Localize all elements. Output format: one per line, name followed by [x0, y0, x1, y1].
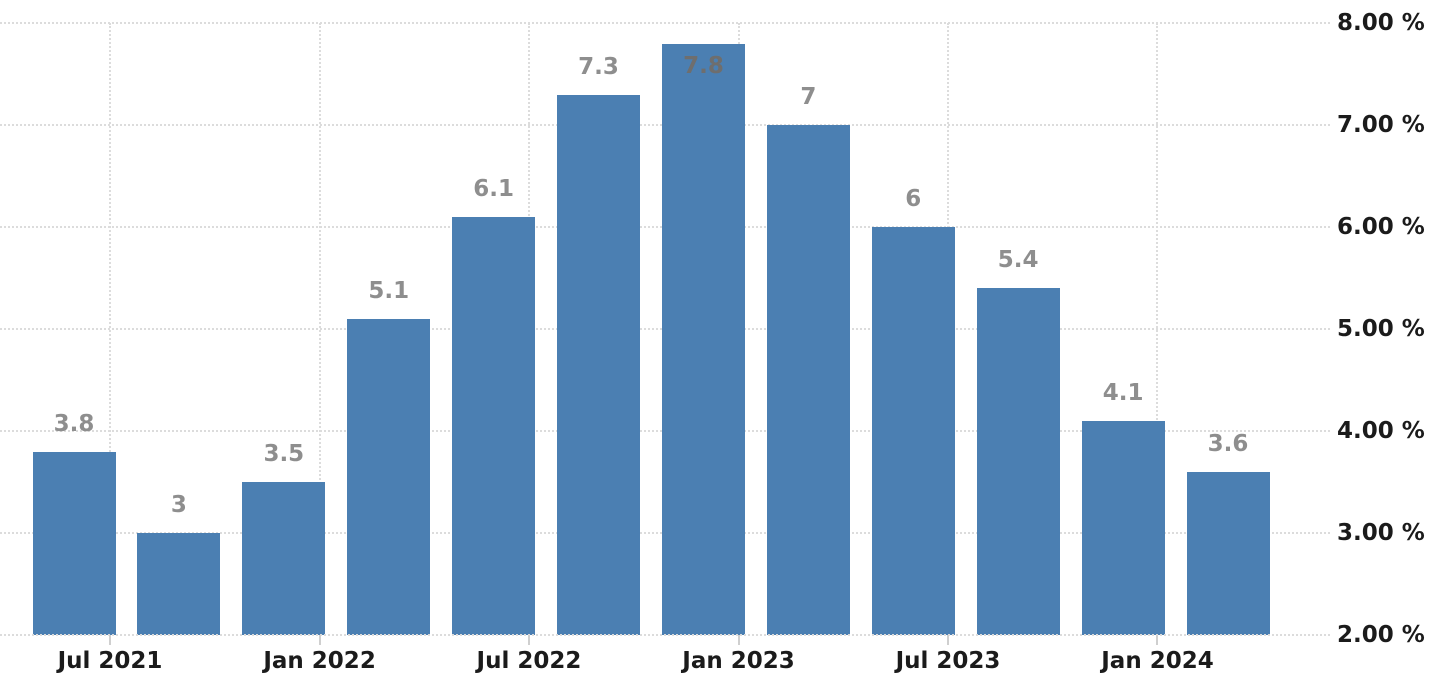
bar-value-label: 3.8 — [53, 410, 95, 437]
x-axis-label: Jul 2021 — [57, 648, 163, 674]
gridline-vertical — [108, 23, 111, 635]
x-axis-tick — [737, 635, 740, 645]
bar[interactable] — [137, 533, 221, 635]
x-axis-tick — [947, 635, 950, 645]
x-axis-tick — [527, 635, 530, 645]
bar[interactable] — [347, 319, 431, 635]
x-axis-tick — [108, 635, 111, 645]
y-axis-label: 3.00 % — [1337, 520, 1425, 547]
x-axis-label: Jul 2022 — [476, 648, 582, 674]
bar-value-label: 3.6 — [1207, 430, 1249, 457]
bar[interactable] — [766, 125, 850, 635]
gridline-vertical — [1156, 23, 1159, 635]
bar[interactable] — [976, 288, 1060, 635]
bar-value-label: 4.1 — [1102, 379, 1144, 406]
bar-value-label: 7.3 — [578, 53, 619, 80]
bar[interactable] — [452, 217, 536, 635]
bar-value-label: 5.4 — [997, 247, 1039, 274]
bar[interactable] — [32, 451, 116, 635]
bar[interactable] — [1081, 420, 1165, 635]
bar[interactable] — [871, 227, 955, 635]
bar-value-label: 6 — [905, 186, 922, 213]
gridline-horizontal — [0, 22, 1330, 25]
y-axis-label: 4.00 % — [1337, 418, 1425, 445]
y-axis-label: 5.00 % — [1337, 316, 1425, 343]
y-axis-label: 2.00 % — [1337, 622, 1425, 648]
x-axis-line — [0, 634, 1330, 636]
y-axis-label: 8.00 % — [1337, 10, 1425, 37]
bar[interactable] — [661, 43, 745, 635]
y-axis-label: 6.00 % — [1337, 214, 1425, 241]
bar[interactable] — [242, 482, 326, 635]
bar-value-label: 6.1 — [473, 176, 514, 203]
x-axis-label: Jan 2023 — [682, 648, 795, 674]
gridline-vertical — [318, 23, 321, 635]
bar-value-label: 7 — [800, 84, 817, 111]
bar-value-label: 3.5 — [263, 441, 305, 468]
x-axis-label: Jan 2024 — [1101, 648, 1214, 674]
bar-value-label: 3 — [170, 492, 187, 519]
bar-value-label: 7.8 — [683, 52, 724, 79]
x-axis-label: Jul 2023 — [895, 648, 1001, 674]
x-axis-tick — [318, 635, 321, 645]
y-axis-label: 7.00 % — [1337, 112, 1425, 139]
bar[interactable] — [1186, 471, 1270, 635]
bar[interactable] — [557, 94, 641, 635]
bar-value-label: 5.1 — [368, 278, 410, 304]
x-axis-tick — [1156, 635, 1159, 645]
x-axis-label: Jan 2022 — [263, 648, 376, 674]
